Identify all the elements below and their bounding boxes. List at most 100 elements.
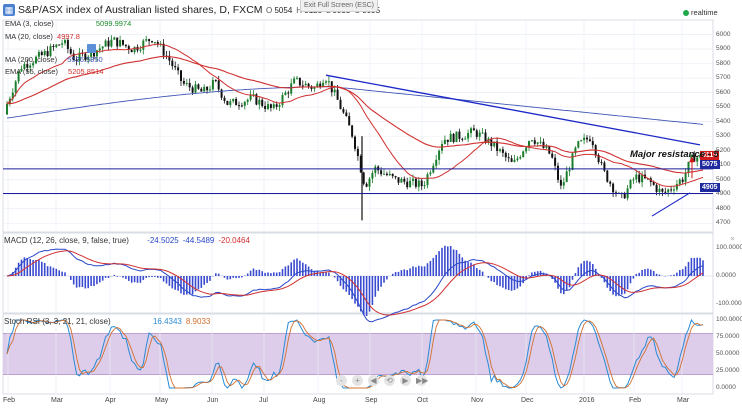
- candle-body: [261, 99, 264, 107]
- zoom-out-icon[interactable]: -: [336, 375, 347, 386]
- macd-pane-close-icon[interactable]: ×: [730, 236, 735, 243]
- candle-body: [406, 181, 409, 188]
- candle-body: [670, 189, 673, 191]
- reset-icon[interactable]: ⟲: [384, 375, 395, 386]
- candle-body: [43, 50, 46, 56]
- chart-symbol-icon[interactable]: ▦: [3, 4, 15, 16]
- stoch-legend[interactable]: Stoch RSI (3, 3, 21, 21, close) 16.4343 8…: [4, 317, 210, 326]
- ohlc-o: O 5054: [266, 6, 293, 15]
- candle-body: [200, 88, 203, 92]
- legend-ma20[interactable]: MA (20, close) 4997.8: [5, 32, 80, 41]
- stoch-tick: 100.0000: [716, 316, 742, 323]
- candle-body: [394, 176, 397, 178]
- candle-body: [264, 106, 267, 109]
- macd-tick: -100.0000: [716, 300, 742, 308]
- candle-body: [107, 40, 110, 47]
- candle-body: [78, 52, 81, 61]
- candle-body: [684, 172, 687, 182]
- candle-body: [499, 149, 501, 151]
- candle-body: [188, 82, 191, 88]
- indicator-settings-icon[interactable]: [87, 44, 96, 53]
- month-label-nov: Nov: [471, 397, 484, 404]
- month-label-jul: Jul: [259, 397, 268, 404]
- candle-body: [203, 86, 206, 92]
- price-tick-5500: 5500: [716, 103, 731, 111]
- candle-body: [269, 104, 272, 108]
- candle-body: [272, 104, 275, 108]
- month-label-aug: Aug: [313, 397, 326, 404]
- candle-body: [580, 140, 583, 142]
- candle-body: [37, 52, 40, 57]
- price-tick-5400: 5400: [716, 117, 731, 125]
- stoch-pane-close-icon[interactable]: ×: [730, 317, 735, 324]
- candle-body: [267, 104, 269, 109]
- candle-body: [545, 146, 548, 148]
- candle-body: [612, 183, 615, 193]
- macd-value-1: -24.5025: [147, 236, 179, 245]
- candle-body: [104, 40, 107, 47]
- candle-body: [122, 40, 124, 45]
- macd-tick: 100.0000: [716, 243, 742, 251]
- candle-body: [206, 86, 209, 91]
- candle-body: [325, 81, 327, 83]
- candle-body: [687, 161, 690, 173]
- candle-body: [435, 159, 438, 166]
- price-tick-4900: 4900: [716, 190, 731, 198]
- candle-body: [551, 153, 554, 158]
- scroll-end-icon[interactable]: ▶▶: [416, 375, 429, 386]
- level-tag-5110: 5110: [700, 151, 720, 160]
- candle-body: [414, 178, 417, 187]
- ema55-line: [6, 56, 704, 174]
- candle-body: [35, 56, 37, 64]
- macd-legend[interactable]: MACD (12, 26, close, 9, false, true) -24…: [4, 236, 250, 245]
- candle-body: [455, 131, 458, 143]
- candle-body: [145, 39, 148, 41]
- candle-body: [124, 44, 127, 47]
- candle-body: [110, 39, 113, 47]
- candle-body: [600, 162, 603, 164]
- scroll-right-icon[interactable]: ▶: [400, 375, 411, 386]
- candle-body: [655, 184, 658, 192]
- candle-body: [588, 139, 591, 142]
- candle-body: [409, 180, 412, 188]
- candle-body: [528, 141, 530, 148]
- candle-body: [174, 66, 177, 68]
- chart-title: S&P/ASX index of Australian listed share…: [18, 4, 263, 16]
- candle-body: [55, 44, 58, 48]
- candle-body: [638, 174, 641, 183]
- candle-body: [336, 89, 339, 100]
- macd-tick: 0.0000: [716, 272, 736, 279]
- level-tag-5075: 5075: [700, 160, 720, 169]
- ma200-line: [6, 86, 704, 125]
- price-tick-5900: 5900: [716, 45, 731, 53]
- candle-body: [156, 41, 159, 45]
- zoom-in-icon[interactable]: +: [352, 375, 363, 386]
- candle-body: [162, 43, 165, 56]
- candle-body: [17, 71, 20, 82]
- candle-body: [101, 46, 104, 49]
- candle-body: [385, 173, 388, 176]
- legend-ema55[interactable]: EMA (55, close) 5205.8514: [5, 67, 103, 76]
- candle-body: [571, 153, 574, 170]
- candle-body: [275, 104, 278, 107]
- month-label-2016: 2016: [579, 397, 595, 404]
- legend-ma200[interactable]: MA (200, close) 5536.5850: [5, 55, 103, 64]
- legend-ema3[interactable]: EMA (3, close) 5099.9974: [5, 19, 131, 28]
- candle-body: [296, 77, 298, 79]
- candle-body: [64, 40, 66, 44]
- candle-body: [371, 173, 374, 179]
- candle-body: [130, 49, 133, 53]
- legend-ema55-value: 5205.8514: [68, 67, 104, 76]
- stoch-d-line: [6, 319, 704, 389]
- candle-body: [46, 50, 49, 57]
- candle-body: [211, 80, 214, 90]
- candle-body: [238, 105, 240, 107]
- exit-fullscreen-button[interactable]: Exit Full Screen (ESC): [300, 0, 378, 12]
- scroll-left-icon[interactable]: ◀: [368, 375, 379, 386]
- candle-body: [249, 95, 252, 100]
- candle-body: [368, 178, 371, 187]
- candle-body: [333, 89, 336, 93]
- candle-body: [380, 170, 383, 175]
- candle-body: [559, 179, 562, 186]
